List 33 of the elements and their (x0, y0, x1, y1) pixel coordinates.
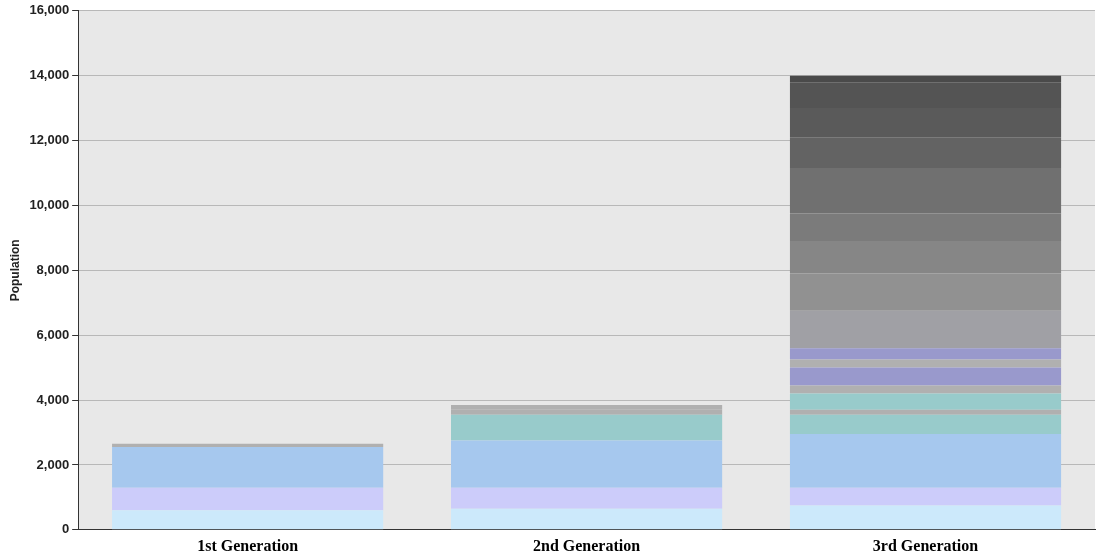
bar (789, 505, 1062, 530)
y-tick-label: 16,000 (29, 2, 70, 18)
bar (112, 510, 384, 530)
bar (451, 508, 723, 530)
bar (789, 367, 1062, 386)
x-tick-label: 1st Generation (197, 536, 299, 554)
bar (112, 447, 384, 488)
bar (789, 487, 1062, 506)
bar (451, 440, 723, 488)
bar (112, 487, 384, 511)
x-tick-label: 3rd Generation (872, 536, 979, 554)
bar (451, 414, 723, 441)
y-tick-label: 6,000 (36, 326, 70, 342)
bar (451, 409, 723, 415)
bar (789, 434, 1062, 488)
bar (789, 359, 1062, 368)
y-tick-label: 14,000 (29, 67, 70, 83)
bar (789, 409, 1062, 415)
x-tick-label: 2nd Generation (533, 536, 641, 554)
bar (789, 385, 1062, 394)
bar (789, 310, 1062, 349)
y-tick-label: 12,000 (29, 132, 70, 148)
bar (112, 443, 384, 448)
bar (451, 487, 723, 509)
y-tick-label: 0 (61, 521, 70, 537)
bar (789, 414, 1062, 435)
y-tick-label: 10,000 (29, 197, 70, 212)
y-axis-title: Population (7, 239, 22, 302)
bar (789, 393, 1062, 410)
y-tick-label: 2,000 (36, 456, 70, 472)
y-tick-label: 4,000 (36, 391, 70, 407)
bar (789, 348, 1062, 360)
y-tick-label: 8,000 (36, 261, 70, 277)
